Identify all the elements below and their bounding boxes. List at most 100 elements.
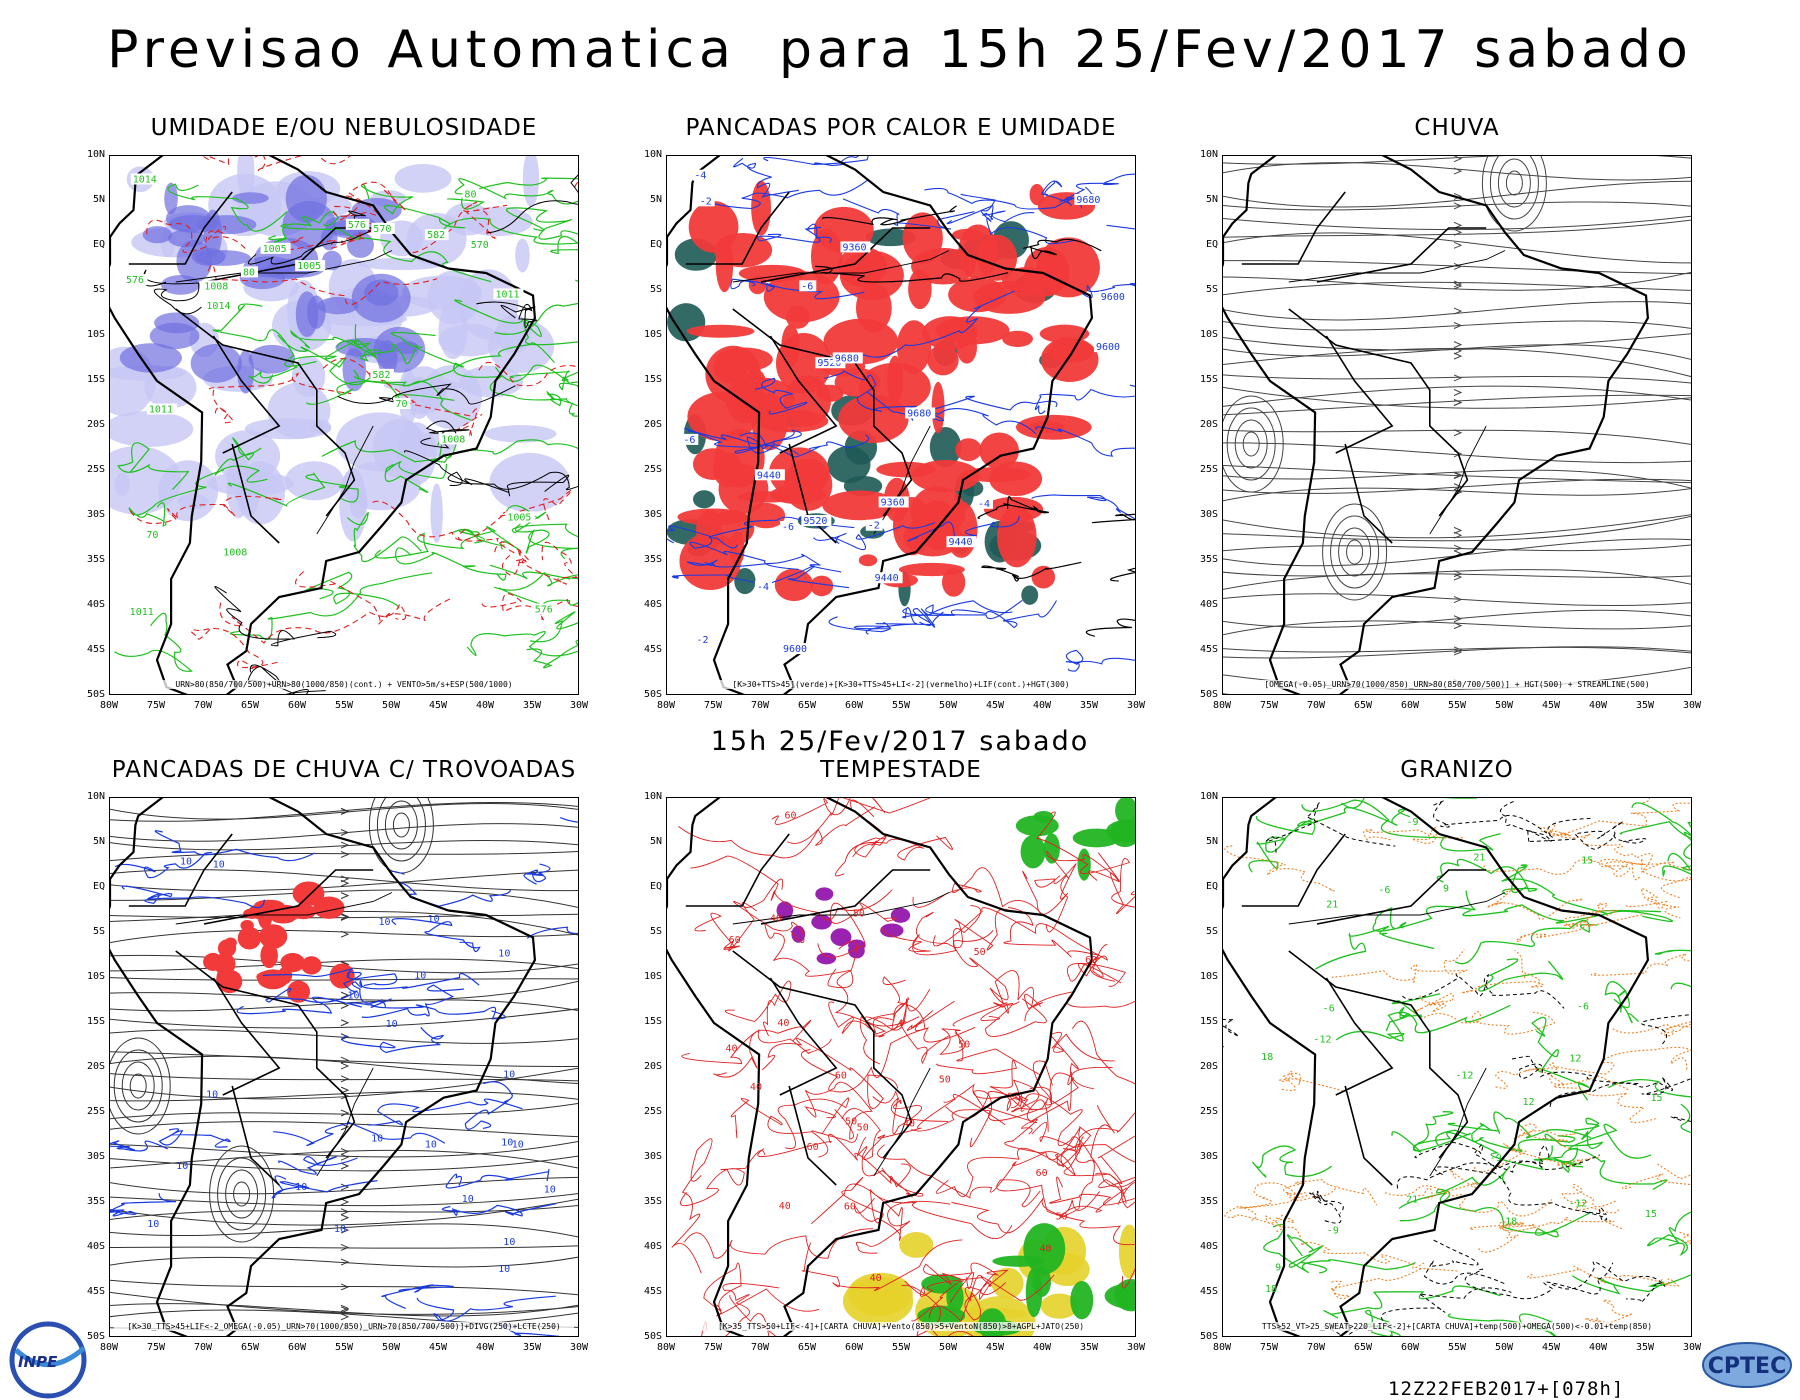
- streamline-arrow: [340, 1243, 350, 1251]
- streamline: [1223, 162, 1691, 181]
- contour-line: [977, 496, 1049, 519]
- contour-line: [1095, 1172, 1135, 1205]
- streamline-arrow: [340, 1019, 350, 1027]
- latitude-label: 15S: [86, 1016, 105, 1027]
- streamline-arrow: [1453, 192, 1463, 200]
- streamline: [1223, 429, 1691, 445]
- streamline: [110, 839, 578, 851]
- latitude-label: 20S: [643, 419, 662, 430]
- contour-line: [1396, 1144, 1550, 1189]
- contour-label-box: [493, 288, 524, 300]
- shaded-area: [144, 366, 197, 409]
- country-border: [1241, 833, 1346, 907]
- streamline: [110, 1198, 578, 1226]
- contour-line: [800, 1026, 976, 1093]
- contour-line: [506, 207, 578, 240]
- contour-line: [681, 1029, 832, 1064]
- country-border: [732, 950, 913, 1159]
- streamline: [110, 1291, 578, 1315]
- contour-line: [877, 1144, 1046, 1199]
- contour-label: 40: [903, 1118, 915, 1129]
- contour-line: [756, 223, 832, 244]
- contour-line: [841, 1177, 1013, 1240]
- longitude-label: 75W: [703, 1342, 723, 1353]
- streamline: [110, 1176, 578, 1195]
- streamline: [110, 869, 578, 892]
- streamline-arrow: [340, 1306, 350, 1314]
- shaded-area: [899, 1231, 934, 1258]
- coastline: [1223, 798, 1650, 1336]
- streamline: [110, 1121, 578, 1138]
- contour-line: [464, 1081, 513, 1130]
- streamline: [110, 889, 578, 909]
- streamline: [110, 803, 578, 820]
- contour-line: [687, 430, 800, 456]
- contour-label: 9360: [881, 497, 905, 508]
- country-border: [231, 443, 280, 544]
- shaded-area: [785, 305, 810, 329]
- contour-line: [690, 855, 893, 921]
- latitude-label: 10N: [86, 149, 105, 160]
- shaded-area: [816, 952, 837, 965]
- shaded-area: [902, 212, 943, 264]
- streamline-arrow: [1453, 374, 1463, 382]
- streamline: [110, 1149, 578, 1169]
- contour-line: [227, 472, 359, 507]
- streamline: [110, 1193, 578, 1207]
- country-border: [1288, 308, 1469, 517]
- contour-line: [912, 867, 1044, 916]
- contour-line: [1323, 1285, 1501, 1319]
- contour-line: [1011, 1060, 1053, 1113]
- contour-label: -9: [1407, 817, 1419, 828]
- contour-label: 10: [379, 917, 391, 928]
- contour-label: 582: [372, 370, 390, 381]
- shaded-area: [213, 953, 236, 976]
- contour-line: [703, 1262, 820, 1317]
- latitude-label: 50S: [1199, 1331, 1218, 1342]
- contour-label: 60: [729, 935, 741, 946]
- longitude-label: 40W: [1588, 700, 1608, 711]
- contour-label: 10: [498, 948, 510, 959]
- contour-label: 9520: [817, 358, 841, 369]
- streamline-arrow: [340, 892, 350, 900]
- shaded-area: [1029, 183, 1045, 206]
- shaded-area: [278, 966, 293, 985]
- shaded-area: [224, 937, 237, 949]
- streamline: [110, 1279, 578, 1296]
- streamline-arrow: [340, 1162, 350, 1170]
- streamline-arrow: [340, 1033, 350, 1041]
- streamline-arrow: [1453, 648, 1463, 656]
- contour-label: 1011: [149, 405, 173, 416]
- longitude-label: 80W: [1212, 1342, 1232, 1353]
- latitude-label: 50S: [643, 689, 662, 700]
- contour-label-box: [202, 280, 233, 292]
- latitude-label: 15S: [1199, 374, 1218, 385]
- vortex-line: [129, 1073, 147, 1099]
- shaded-area: [313, 896, 345, 919]
- streamline: [1223, 469, 1691, 489]
- contour-line: [351, 972, 480, 1004]
- streamline-arrow: [1453, 596, 1463, 604]
- contour-line: [684, 427, 802, 454]
- country-border: [732, 308, 913, 517]
- shaded-area: [1002, 330, 1033, 347]
- contour-line: [526, 644, 578, 669]
- country-border: [175, 950, 356, 1159]
- streamline-arrow: [1453, 307, 1463, 315]
- shaded-area: [927, 344, 959, 376]
- latitude-label: EQ: [1205, 881, 1218, 892]
- streamline-arrow: [340, 829, 350, 836]
- streamline: [110, 1067, 578, 1100]
- shaded-area: [1021, 585, 1039, 605]
- contour-label: 9600: [1096, 342, 1120, 353]
- streamline-arrow: [340, 930, 350, 938]
- contour-line: [1662, 865, 1691, 877]
- latitude-label: 10N: [643, 791, 662, 802]
- contour-line: [1612, 1021, 1691, 1037]
- coastline: [110, 798, 537, 1336]
- longitude-label: 55W: [334, 1342, 354, 1353]
- streamline: [1223, 646, 1691, 659]
- contour-line: [494, 302, 578, 335]
- longitude-label: 40W: [1588, 1342, 1608, 1353]
- longitude-label: 50W: [938, 1342, 958, 1353]
